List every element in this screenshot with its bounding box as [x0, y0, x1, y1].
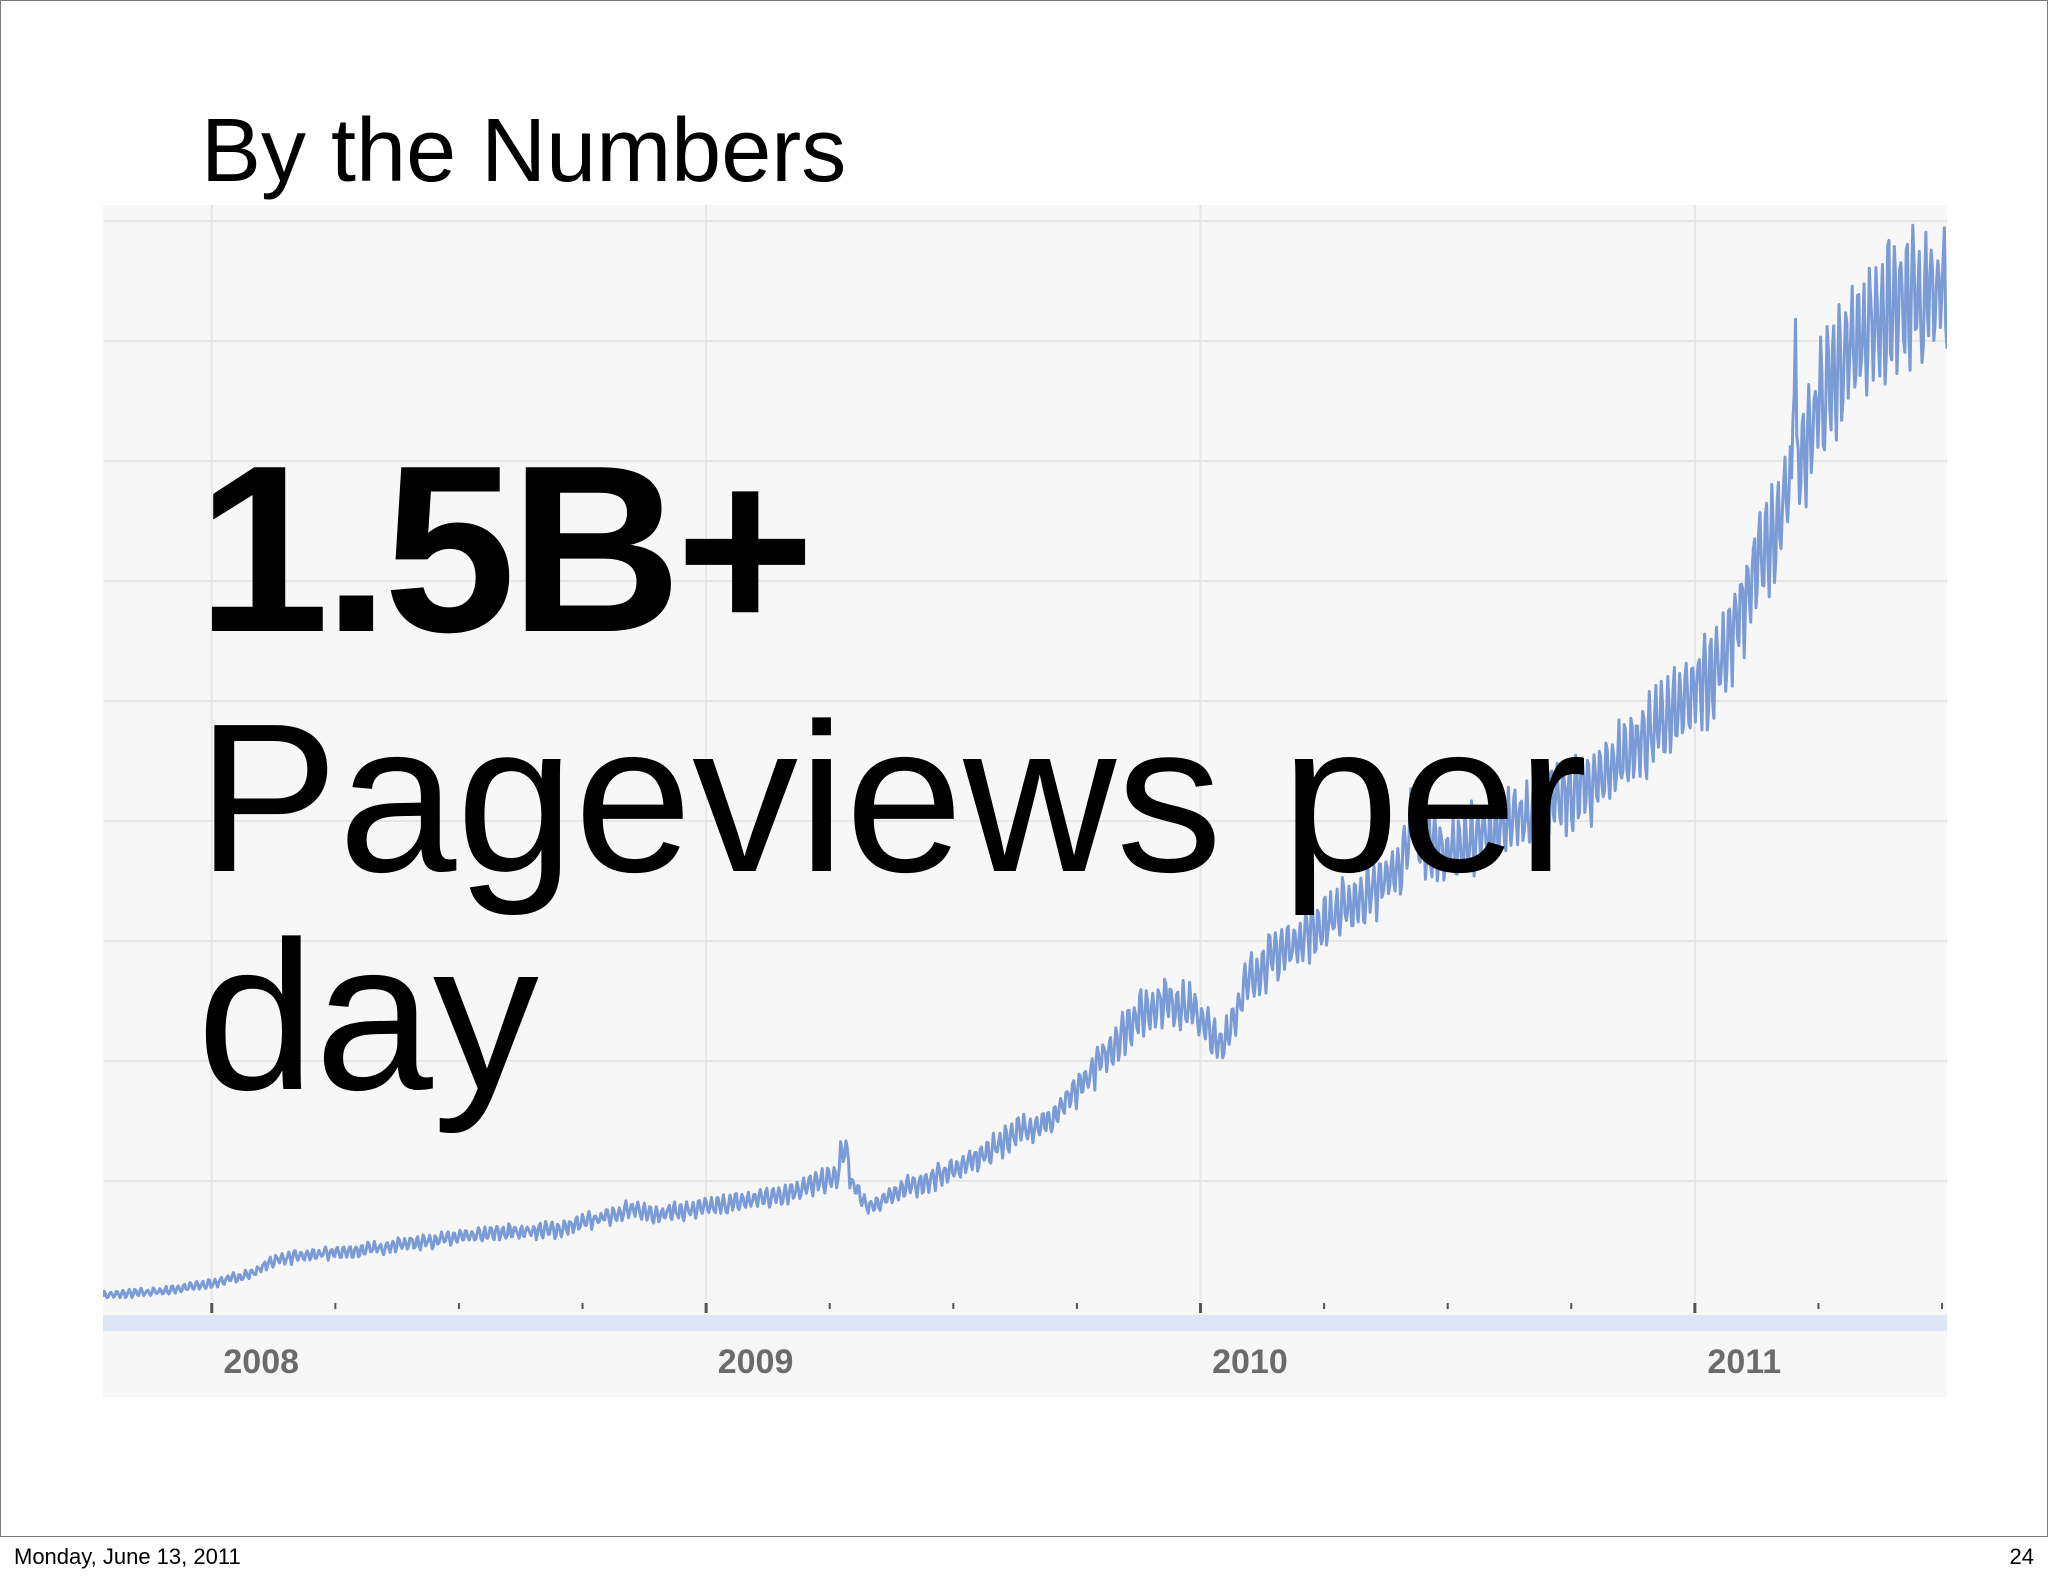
x-tick-label-2011: 2011 [1707, 1343, 1781, 1381]
slide-title: By the Numbers [201, 101, 847, 201]
pageviews-chart: 2008 2009 2010 2011 [103, 205, 1947, 1397]
footer-date: Monday, June 13, 2011 [14, 1544, 241, 1569]
x-axis-band [103, 1315, 1947, 1331]
x-tick-label-2008: 2008 [223, 1343, 299, 1381]
stat-caption: Pageviews per day [197, 679, 1588, 1134]
slide-footer: Monday, June 13, 2011 24 [0, 1536, 2048, 1576]
chart-svg: 2008 2009 2010 2011 [103, 205, 1947, 1381]
headline-stat: 1.5B+ [197, 417, 815, 682]
slide: 2008 2009 2010 2011 By the Numbers 1.5B+ Pa… [0, 0, 2048, 1537]
page-number: 24 [2009, 1544, 2034, 1569]
series-line-pageviews [103, 223, 1947, 1300]
x-tick-label-2009: 2009 [718, 1343, 794, 1381]
x-tick-label-2010: 2010 [1212, 1343, 1288, 1381]
